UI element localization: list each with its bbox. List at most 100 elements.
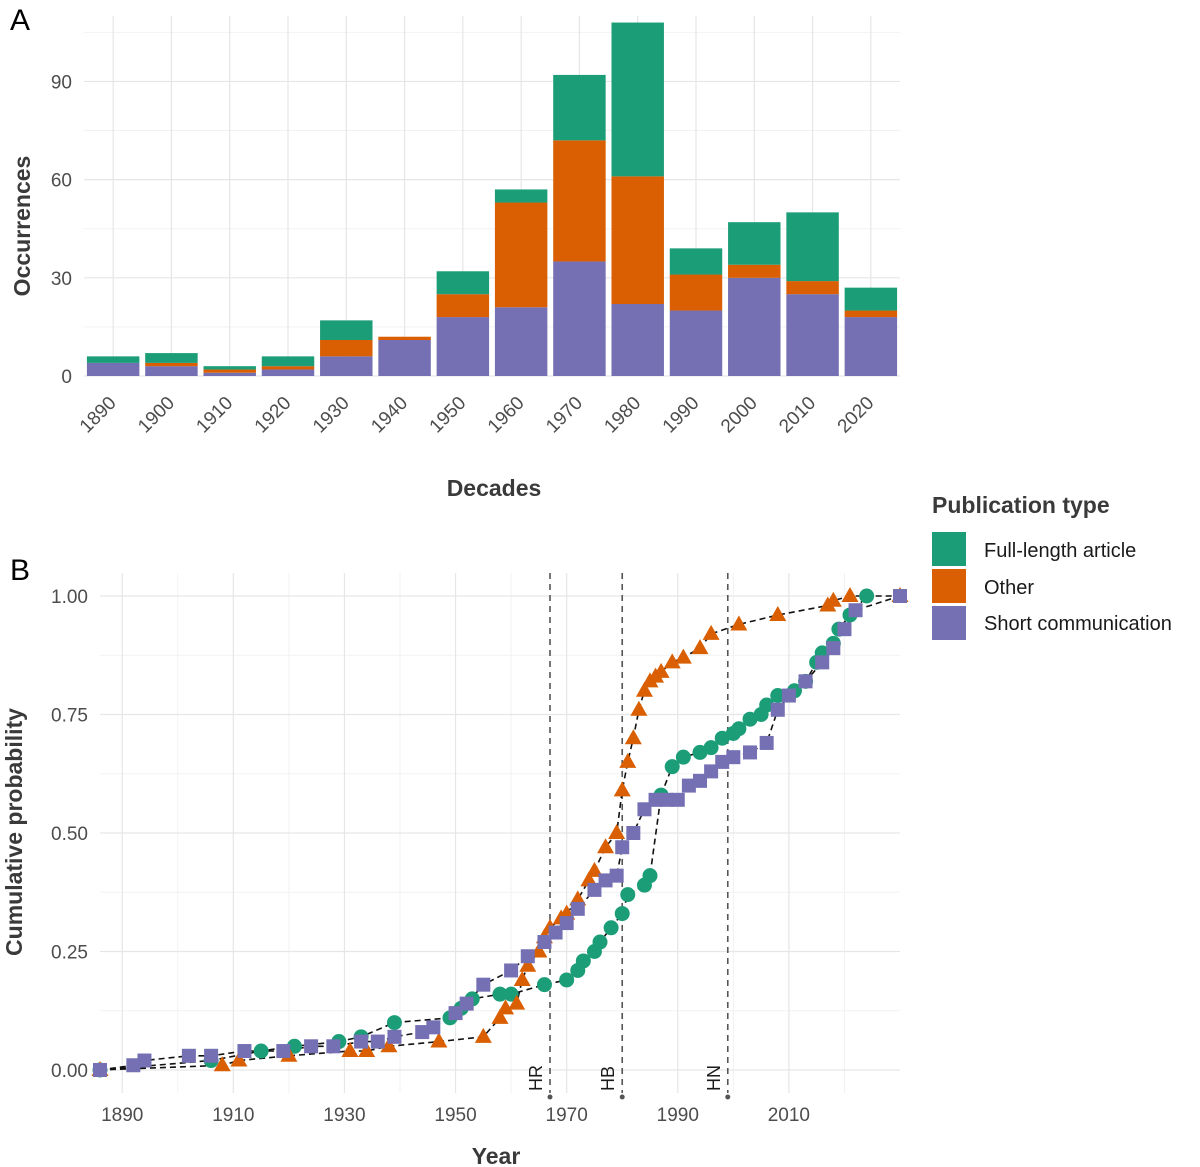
x-tick-label: 1950 — [426, 393, 471, 438]
point-other — [730, 615, 748, 631]
point-full_length — [575, 953, 591, 969]
point-short — [370, 1034, 385, 1049]
bar-other-1930 — [320, 340, 373, 357]
point-other — [702, 624, 720, 640]
point-full_length — [614, 906, 630, 922]
legend-label-full-length: Full-length article — [984, 540, 1136, 562]
point-short — [815, 655, 830, 670]
bar-short-1930 — [320, 356, 373, 376]
panel-a-xlabel: Decades — [447, 475, 542, 501]
point-short — [693, 773, 707, 788]
point-short — [559, 916, 574, 931]
point-full_length — [675, 749, 691, 765]
point-full_length — [859, 588, 875, 604]
y-tick-label: 30 — [51, 269, 72, 290]
point-full_length — [642, 868, 658, 884]
point-full_length — [536, 977, 552, 993]
bar-other-1940 — [378, 336, 431, 340]
bar-full_length-1890 — [86, 356, 140, 363]
bar-full_length-1990 — [669, 248, 723, 275]
point-other — [691, 639, 709, 655]
panel-b-ylabel: Cumulative probability — [1, 708, 27, 956]
point-short — [837, 622, 852, 637]
point-full_length — [770, 688, 786, 704]
bar-full_length-1900 — [145, 353, 198, 363]
bar-other-2010 — [786, 281, 839, 295]
point-short — [354, 1034, 369, 1049]
bar-full_length-1950 — [436, 271, 490, 295]
bar-short-1970 — [553, 261, 606, 376]
x-tick-label: 1980 — [601, 393, 646, 438]
point-short — [520, 949, 535, 964]
bar-full_length-2000 — [728, 222, 781, 265]
point-other — [597, 838, 615, 854]
point-short — [670, 792, 685, 807]
point-full_length — [603, 920, 619, 936]
legend-label-short: Short communication — [984, 613, 1172, 635]
bar-short-1990 — [669, 310, 723, 376]
vline-label-HR: HR — [526, 1065, 546, 1091]
y-tick-label: 60 — [51, 171, 72, 192]
bar-short-2010 — [786, 294, 839, 376]
point-short — [415, 1025, 430, 1040]
bar-other-2020 — [844, 310, 898, 318]
bar-full_length-2020 — [844, 287, 898, 311]
point-short — [848, 603, 863, 618]
x-tick-label: 1900 — [134, 393, 179, 438]
point-short — [587, 882, 602, 897]
panel-a-chart: 0 30 60 90 1890 1900 1910 1920 1930 1940 1950 1960 1… — [51, 16, 900, 437]
bar-full_length-1980 — [611, 22, 664, 177]
point-short — [326, 1039, 341, 1054]
point-short — [715, 754, 730, 769]
point-full_length — [492, 986, 508, 1002]
point-other — [358, 1042, 376, 1058]
bar-other-1980 — [611, 176, 664, 304]
vline-marker-HN — [725, 1094, 731, 1100]
x-tick-label: 1970 — [546, 1105, 588, 1126]
point-full_length — [253, 1043, 269, 1059]
x-tick-label: 1970 — [542, 393, 587, 438]
legend-title: Publication type — [932, 492, 1110, 518]
bar-other-1910 — [203, 369, 256, 373]
bar-other-2000 — [728, 264, 781, 278]
bar-other-1960 — [494, 202, 548, 308]
point-short — [759, 735, 774, 750]
point-full_length — [386, 1015, 402, 1031]
panel-b-xlabel: Year — [472, 1143, 521, 1167]
bar-short-1890 — [86, 362, 140, 376]
bar-short-1900 — [145, 366, 198, 376]
point-short — [137, 1053, 152, 1068]
vline-marker-HR — [547, 1094, 553, 1100]
bar-other-1990 — [669, 274, 723, 311]
point-short — [387, 1029, 402, 1044]
y-tick-label: 0.50 — [51, 824, 88, 845]
point-other — [341, 1042, 359, 1058]
legend-label-other: Other — [984, 577, 1034, 599]
panel-b-label: B — [10, 554, 30, 587]
point-other — [630, 700, 648, 716]
bar-full_length-1930 — [320, 320, 373, 340]
point-short — [826, 641, 841, 656]
point-other — [608, 824, 626, 839]
point-short — [504, 963, 519, 978]
bar-short-1940 — [378, 340, 431, 376]
x-tick-label: 2000 — [717, 393, 762, 438]
bar-short-1920 — [261, 369, 315, 376]
legend-swatch-other — [932, 569, 966, 603]
x-tick-label: 2020 — [834, 393, 879, 438]
point-other — [508, 994, 526, 1010]
point-short — [637, 802, 652, 817]
point-other — [569, 890, 587, 906]
point-other — [841, 587, 859, 602]
point-short — [537, 935, 552, 950]
legend: Publication type Full-length article Oth… — [932, 492, 1172, 640]
point-full_length — [592, 934, 608, 950]
point-short — [426, 1020, 441, 1035]
bar-full_length-1920 — [261, 356, 315, 367]
point-other — [635, 681, 653, 697]
point-other — [619, 752, 637, 768]
point-short — [476, 977, 491, 992]
point-other — [497, 999, 515, 1015]
panel-b-chart: 0.00 0.25 0.50 0.75 1.00 1890 1910 1930 1950 1970… — [51, 573, 909, 1126]
